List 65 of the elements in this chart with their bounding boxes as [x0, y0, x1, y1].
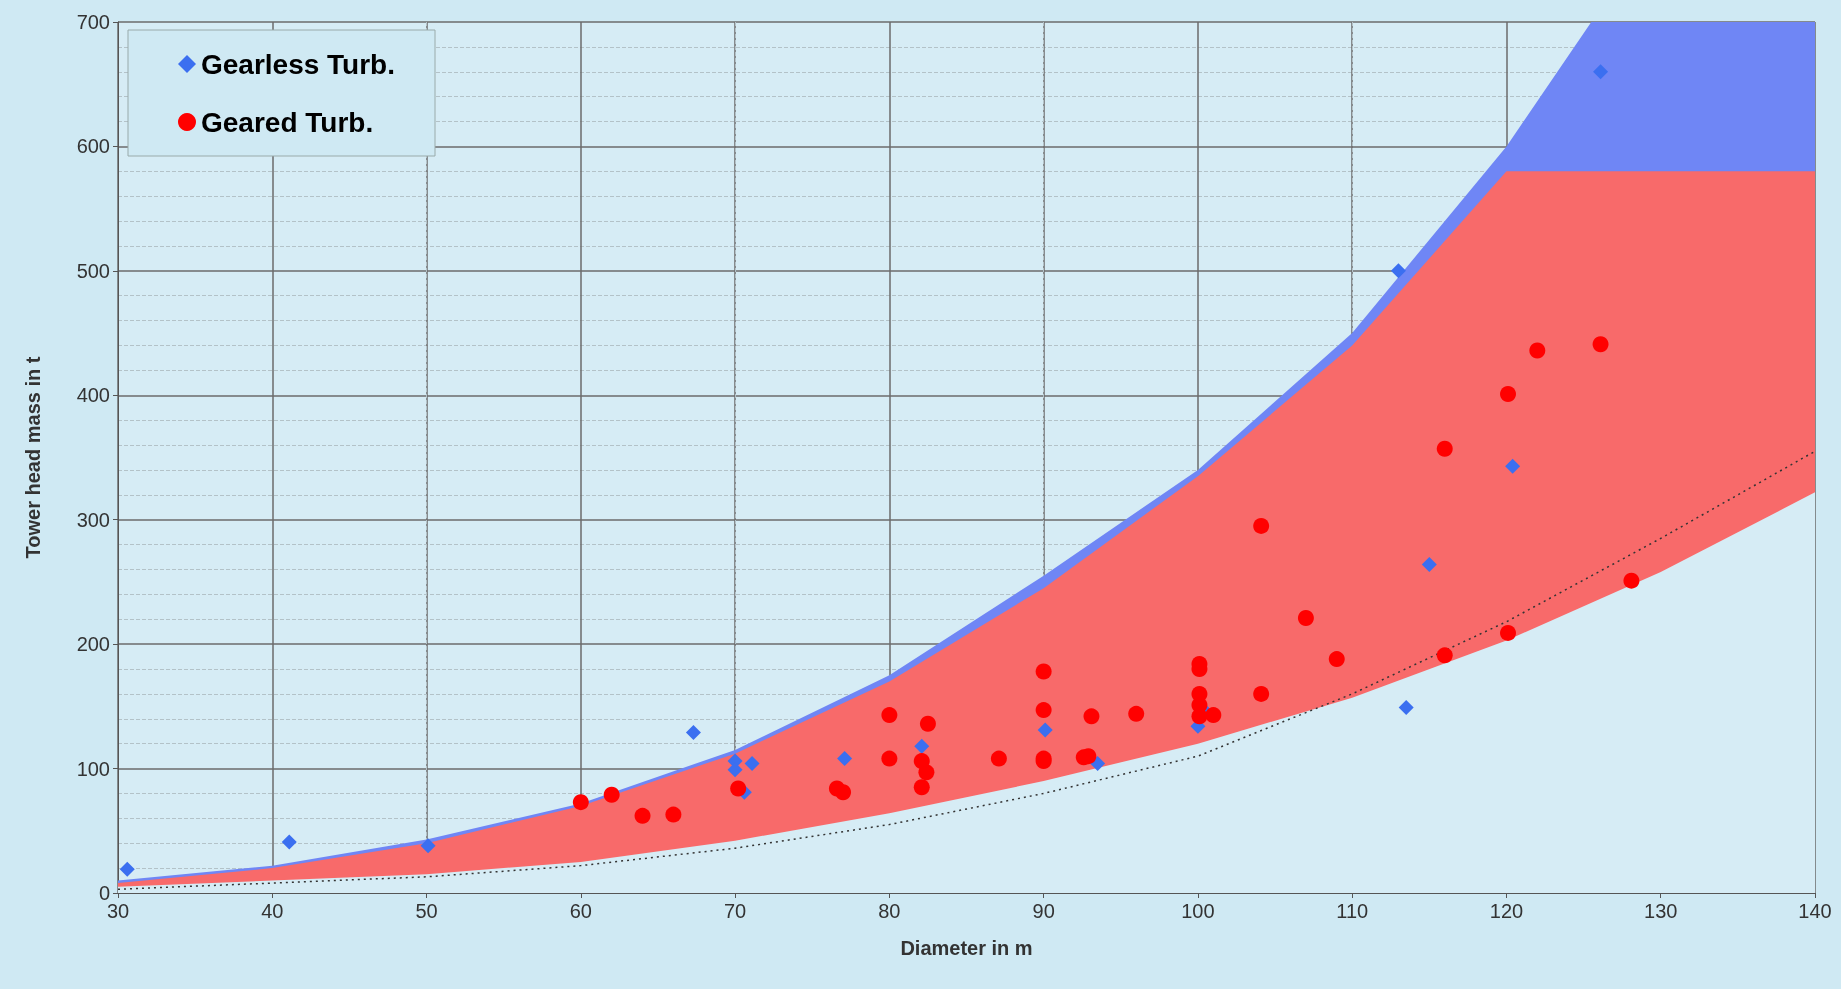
point: [1436, 440, 1453, 457]
point: [881, 707, 898, 724]
y-tick-label: 700: [76, 11, 110, 33]
point: [1421, 557, 1437, 573]
point: [1593, 64, 1609, 80]
point: [603, 786, 620, 803]
x-tick-label: 130: [1644, 900, 1678, 922]
legend-label: Geared Turb.: [201, 106, 374, 138]
x-tick-label: 120: [1489, 900, 1524, 922]
x-tick-label: 140: [1798, 900, 1832, 922]
x-tick-label: 100: [1181, 900, 1215, 922]
x-axis-title: Diameter in m: [900, 937, 1033, 959]
point: [1128, 705, 1145, 722]
point: [1505, 458, 1521, 474]
y-tick-label: 600: [76, 135, 110, 158]
point: [119, 861, 135, 877]
point: [420, 838, 436, 854]
x-tick-label: 70: [723, 900, 747, 922]
point: [1035, 663, 1052, 680]
point: [835, 784, 852, 801]
point: [1390, 263, 1406, 279]
point: [918, 764, 935, 781]
point: [1500, 386, 1516, 403]
x-tick-label: 110: [1336, 900, 1369, 922]
point: [914, 738, 930, 754]
point: [1436, 647, 1453, 664]
legend-label: Gearless Turb.: [201, 48, 396, 80]
x-tick-label: 80: [878, 900, 901, 922]
point: [1297, 610, 1314, 627]
point: [1083, 708, 1100, 725]
point: [1191, 708, 1208, 725]
point: [744, 756, 760, 772]
point: [572, 794, 589, 811]
point: [1037, 722, 1053, 738]
y-tick-label: 200: [76, 633, 110, 656]
point: [665, 806, 682, 823]
x-tick-label: 60: [569, 900, 592, 922]
point: [1592, 336, 1609, 353]
point: [1090, 756, 1106, 772]
point: [685, 724, 701, 740]
point: [281, 834, 297, 850]
y-tick-label: 400: [76, 384, 110, 407]
x-tick-label: 40: [261, 900, 284, 922]
point: [837, 751, 853, 767]
point: [1529, 342, 1546, 359]
y-tick-label: 300: [76, 508, 110, 531]
y-axis-title: Tower head mass in t: [22, 356, 44, 559]
x-tick-label: 50: [415, 900, 438, 922]
point: [1253, 517, 1270, 534]
y-tick-label: 500: [76, 259, 110, 282]
point: [1253, 685, 1270, 702]
point: [730, 780, 747, 797]
point: [1398, 700, 1414, 716]
point: [1500, 624, 1516, 641]
point: [1205, 707, 1222, 724]
point: [919, 715, 936, 732]
point: [913, 779, 930, 796]
y-tick-label: 100: [76, 757, 110, 780]
point: [1035, 702, 1052, 719]
point: [1623, 572, 1640, 589]
point: [990, 750, 1007, 767]
point: [634, 807, 651, 824]
x-tick-label: 90: [1032, 900, 1055, 922]
point: [881, 750, 898, 767]
point: [1328, 651, 1345, 668]
